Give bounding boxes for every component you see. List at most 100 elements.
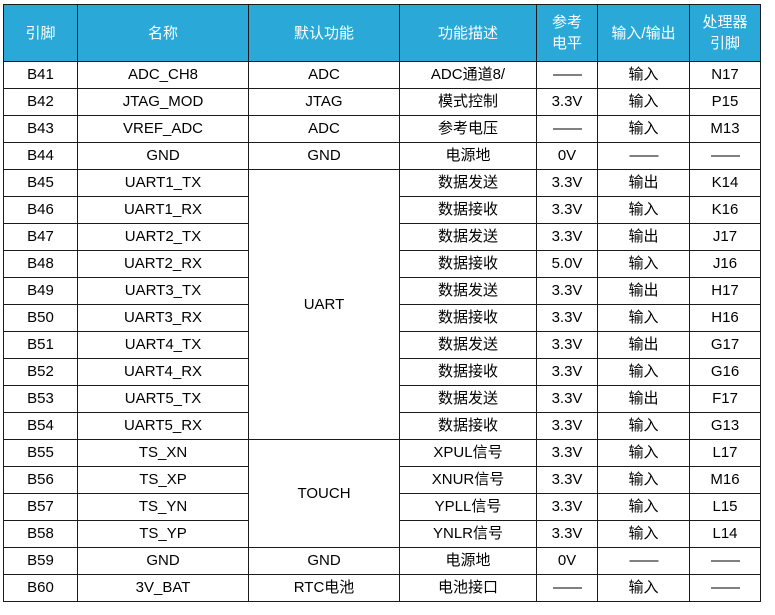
cell-level: 3.3V <box>536 439 598 467</box>
cell-desc: 数据接收 <box>399 412 537 440</box>
header-pin: 引脚 <box>3 4 78 62</box>
table-row: B47 UART2_TX 数据发送 3.3V 输出 J17 <box>3 223 761 251</box>
cell-pin: B51 <box>3 331 78 359</box>
cell-name: 3V_BAT <box>77 574 249 602</box>
cell-cpu: K16 <box>689 196 761 224</box>
cell-func: ADC <box>248 61 400 89</box>
cell-cpu: G13 <box>689 412 761 440</box>
cell-name: UART3_TX <box>77 277 249 305</box>
header-cpu-pin-line1: 处理器 <box>702 14 748 31</box>
cell-pin: B43 <box>3 115 78 143</box>
cell-name: UART3_RX <box>77 304 249 332</box>
table-row: B56 TS_XP XNUR信号 3.3V 输入 M16 <box>3 466 761 494</box>
table-row: B52 UART4_RX 数据接收 3.3V 输入 G16 <box>3 358 761 386</box>
cell-name: TS_XP <box>77 466 249 494</box>
cell-level: 3.3V <box>536 358 598 386</box>
table-row: B49 UART3_TX 数据发送 3.3V 输出 H17 <box>3 277 761 305</box>
pin-table: 引脚 名称 默认功能 功能描述 参考 电平 输入/输出 处理器 引脚 B41 A… <box>3 4 761 602</box>
cell-cpu: L15 <box>689 493 761 521</box>
cell-io: 输出 <box>597 277 690 305</box>
table-row: B41 ADC_CH8 ADC ADC通道8/ —— 输入 N17 <box>3 61 761 89</box>
cell-desc: ADC通道8/ <box>399 61 537 89</box>
cell-cpu: —— <box>689 547 761 575</box>
cell-desc: XPUL信号 <box>399 439 537 467</box>
table-row: B46 UART1_RX 数据接收 3.3V 输入 K16 <box>3 196 761 224</box>
cell-cpu: H17 <box>689 277 761 305</box>
cell-pin: B60 <box>3 574 78 602</box>
cell-io: 输入 <box>597 61 690 89</box>
cell-io: —— <box>597 142 690 170</box>
header-name: 名称 <box>77 4 249 62</box>
cell-pin: B41 <box>3 61 78 89</box>
cell-desc: 数据发送 <box>399 331 537 359</box>
header-func-desc: 功能描述 <box>399 4 537 62</box>
table-row: B55 TS_XN TOUCH XPUL信号 3.3V 输入 L17 <box>3 439 761 548</box>
cell-pin: B56 <box>3 466 78 494</box>
cell-level: —— <box>536 574 598 602</box>
cell-io: 输入 <box>597 466 690 494</box>
table-row: B54 UART5_RX 数据接收 3.3V 输入 G13 <box>3 412 761 440</box>
cell-cpu: L14 <box>689 520 761 548</box>
cell-name: VREF_ADC <box>77 115 249 143</box>
cell-desc: YNLR信号 <box>399 520 537 548</box>
cell-cpu: P15 <box>689 88 761 116</box>
cell-cpu: M13 <box>689 115 761 143</box>
cell-pin: B53 <box>3 385 78 413</box>
cell-level: 3.3V <box>536 277 598 305</box>
cell-pin: B52 <box>3 358 78 386</box>
cell-pin: B57 <box>3 493 78 521</box>
cell-level: 3.3V <box>536 331 598 359</box>
cell-io: 输入 <box>597 304 690 332</box>
cell-desc: 数据接收 <box>399 250 537 278</box>
table-row: B43 VREF_ADC ADC 参考电压 —— 输入 M13 <box>3 115 761 143</box>
cell-desc: XNUR信号 <box>399 466 537 494</box>
cell-cpu: J17 <box>689 223 761 251</box>
cell-level: 3.3V <box>536 412 598 440</box>
cell-level: 3.3V <box>536 304 598 332</box>
cell-name: UART2_TX <box>77 223 249 251</box>
cell-cpu: —— <box>689 142 761 170</box>
cell-io: 输出 <box>597 223 690 251</box>
cell-io: 输出 <box>597 169 690 197</box>
cell-pin: B54 <box>3 412 78 440</box>
cell-io: 输入 <box>597 493 690 521</box>
cell-io: 输出 <box>597 385 690 413</box>
cell-io: 输入 <box>597 250 690 278</box>
cell-level: 3.3V <box>536 196 598 224</box>
cell-desc: 电池接口 <box>399 574 537 602</box>
cell-func: ADC <box>248 115 400 143</box>
header-ref-level-line2: 电平 <box>551 35 582 52</box>
cell-level: 3.3V <box>536 493 598 521</box>
cell-name: ADC_CH8 <box>77 61 249 89</box>
cell-name: TS_XN <box>77 439 249 467</box>
cell-pin: B45 <box>3 169 78 197</box>
cell-level: 3.3V <box>536 385 598 413</box>
cell-pin: B46 <box>3 196 78 224</box>
table-row: B48 UART2_RX 数据接收 5.0V 输入 J16 <box>3 250 761 278</box>
cell-desc: 数据接收 <box>399 304 537 332</box>
cell-level: 3.3V <box>536 88 598 116</box>
cell-desc: 参考电压 <box>399 115 537 143</box>
cell-io: 输入 <box>597 412 690 440</box>
cell-io: 输入 <box>597 574 690 602</box>
cell-pin: B42 <box>3 88 78 116</box>
table-row: B42 JTAG_MOD JTAG 模式控制 3.3V 输入 P15 <box>3 88 761 116</box>
cell-name: TS_YN <box>77 493 249 521</box>
cell-io: 输入 <box>597 358 690 386</box>
cell-pin: B44 <box>3 142 78 170</box>
cell-cpu: G17 <box>689 331 761 359</box>
cell-io: 输入 <box>597 439 690 467</box>
cell-desc: 数据发送 <box>399 277 537 305</box>
table-row: B53 UART5_TX 数据发送 3.3V 输出 F17 <box>3 385 761 413</box>
cell-cpu: G16 <box>689 358 761 386</box>
cell-name: GND <box>77 547 249 575</box>
cell-io: 输入 <box>597 196 690 224</box>
cell-desc: 电源地 <box>399 547 537 575</box>
cell-level: 5.0V <box>536 250 598 278</box>
cell-level: 0V <box>536 547 598 575</box>
cell-pin: B59 <box>3 547 78 575</box>
header-default-func: 默认功能 <box>248 4 400 62</box>
header-cpu-pin-line2: 引脚 <box>709 35 740 52</box>
header-ref-level-line1: 参考 <box>551 14 582 31</box>
pin-table-container: 引脚 名称 默认功能 功能描述 参考 电平 输入/输出 处理器 引脚 B41 A… <box>3 4 761 602</box>
